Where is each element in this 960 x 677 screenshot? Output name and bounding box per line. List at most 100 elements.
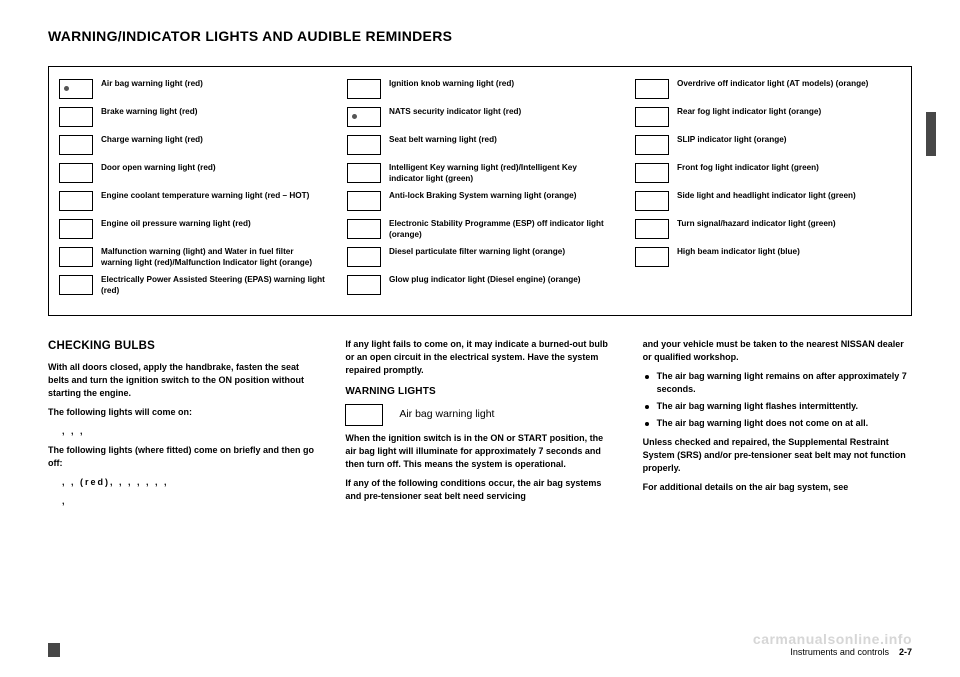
table-row: Door open warning light (red) [59,163,325,185]
indicator-icon [635,219,669,239]
row-label: Intelligent Key warning light (red)/Inte… [389,163,613,184]
row-label: Glow plug indicator light (Diesel engine… [389,275,581,286]
row-label: Side light and headlight indicator light… [677,191,856,202]
indicator-icon [347,79,381,99]
row-label: Front fog light indicator light (green) [677,163,819,174]
row-label: Charge warning light (red) [101,135,203,146]
body-col-right: and your vehicle must be taken to the ne… [643,338,912,514]
row-label: Door open warning light (red) [101,163,216,174]
table-row: High beam indicator light (blue) [635,247,901,269]
row-label: Rear fog light indicator light (orange) [677,107,821,118]
table-col-1: Air bag warning light (red) Brake warnin… [59,79,325,303]
paragraph: and your vehicle must be taken to the ne… [643,338,912,364]
row-label: Overdrive off indicator light (AT models… [677,79,868,90]
table-row: Rear fog light indicator light (orange) [635,107,901,129]
heading-warning-lights: WARNING LIGHTS [345,385,614,400]
row-label: High beam indicator light (blue) [677,247,800,258]
footer-page: 2-7 [899,647,912,657]
indicator-icon [59,135,93,155]
table-row: Malfunction warning (light) and Water in… [59,247,325,269]
page: WARNING/INDICATOR LIGHTS AND AUDIBLE REM… [0,0,960,677]
table-row: Glow plug indicator light (Diesel engine… [347,275,613,297]
table-row: Overdrive off indicator light (AT models… [635,79,901,101]
icon-placeholder-line: , [62,495,317,508]
indicator-icon [59,191,93,211]
table-row: Ignition knob warning light (red) [347,79,613,101]
indicator-icon [635,163,669,183]
indicator-icon [59,219,93,239]
indicator-icon [347,191,381,211]
indicator-icon [635,107,669,127]
row-label: Ignition knob warning light (red) [389,79,514,90]
watermark: carmanualsonline.info [753,631,912,647]
icon-placeholder-line: , , , [62,425,317,438]
airbag-icon-line: Air bag warning light [345,404,614,426]
footer-section: Instruments and controls [790,647,889,657]
row-label: Brake warning light (red) [101,107,197,118]
side-tab [926,112,936,156]
table-row: Charge warning light (red) [59,135,325,157]
row-label: Engine oil pressure warning light (red) [101,219,251,230]
indicator-icon [347,135,381,155]
table-row: Brake warning light (red) [59,107,325,129]
airbag-icon [345,404,383,426]
bullet-item: The air bag warning light does not come … [643,417,912,430]
indicator-icon [347,275,381,295]
indicator-table: Air bag warning light (red) Brake warnin… [48,66,912,316]
table-row: Intelligent Key warning light (red)/Inte… [347,163,613,185]
table-row: Diesel particulate filter warning light … [347,247,613,269]
body-col-left: CHECKING BULBS With all doors closed, ap… [48,338,317,514]
indicator-icon [347,219,381,239]
indicator-icon [59,107,93,127]
table-row: Side light and headlight indicator light… [635,191,901,213]
indicator-icon [347,107,381,127]
row-label: Turn signal/hazard indicator light (gree… [677,219,836,230]
table-row: Engine oil pressure warning light (red) [59,219,325,241]
table-row: Electronic Stability Programme (ESP) off… [347,219,613,241]
indicator-icon [635,191,669,211]
paragraph: If any light fails to come on, it may in… [345,338,614,377]
table-col-3: Overdrive off indicator light (AT models… [635,79,901,303]
airbag-label: Air bag warning light [399,407,494,422]
row-label: Electronic Stability Programme (ESP) off… [389,219,613,240]
indicator-icon [635,79,669,99]
body-col-middle: If any light fails to come on, it may in… [345,338,614,514]
bullet-item: The air bag warning light remains on aft… [643,370,912,396]
icon-placeholder-line: , , (red), , , , , , , [62,476,317,489]
table-row: Air bag warning light (red) [59,79,325,101]
indicator-icon [347,247,381,267]
body-columns: CHECKING BULBS With all doors closed, ap… [48,338,912,514]
row-label: Malfunction warning (light) and Water in… [101,247,325,268]
row-label: NATS security indicator light (red) [389,107,521,118]
bullet-item: The air bag warning light flashes interm… [643,400,912,413]
indicator-icon [635,247,669,267]
paragraph: For additional details on the air bag sy… [643,481,912,494]
paragraph: Unless checked and repaired, the Supplem… [643,436,912,475]
bullet-list: The air bag warning light remains on aft… [643,370,912,430]
row-label: Diesel particulate filter warning light … [389,247,565,258]
table-row: NATS security indicator light (red) [347,107,613,129]
row-label: Engine coolant temperature warning light… [101,191,309,202]
table-row: SLIP indicator light (orange) [635,135,901,157]
table-row: Front fog light indicator light (green) [635,163,901,185]
indicator-icon [59,163,93,183]
paragraph: The following lights (where fitted) come… [48,444,317,470]
table-row: Engine coolant temperature warning light… [59,191,325,213]
row-label: SLIP indicator light (orange) [677,135,786,146]
heading-checking-bulbs: CHECKING BULBS [48,338,317,355]
paragraph: With all doors closed, apply the handbra… [48,361,317,400]
page-title: WARNING/INDICATOR LIGHTS AND AUDIBLE REM… [48,28,912,44]
table-row: Electrically Power Assisted Steering (EP… [59,275,325,297]
paragraph: When the ignition switch is in the ON or… [345,432,614,471]
paragraph: If any of the following conditions occur… [345,477,614,503]
bottom-corner-tab [48,643,60,657]
row-label: Air bag warning light (red) [101,79,203,90]
row-label: Seat belt warning light (red) [389,135,497,146]
indicator-icon [59,247,93,267]
row-label: Anti-lock Braking System warning light (… [389,191,576,202]
table-col-2: Ignition knob warning light (red) NATS s… [347,79,613,303]
footer: Instruments and controls 2-7 [790,647,912,657]
row-label: Electrically Power Assisted Steering (EP… [101,275,325,296]
indicator-icon [59,275,93,295]
indicator-icon [635,135,669,155]
